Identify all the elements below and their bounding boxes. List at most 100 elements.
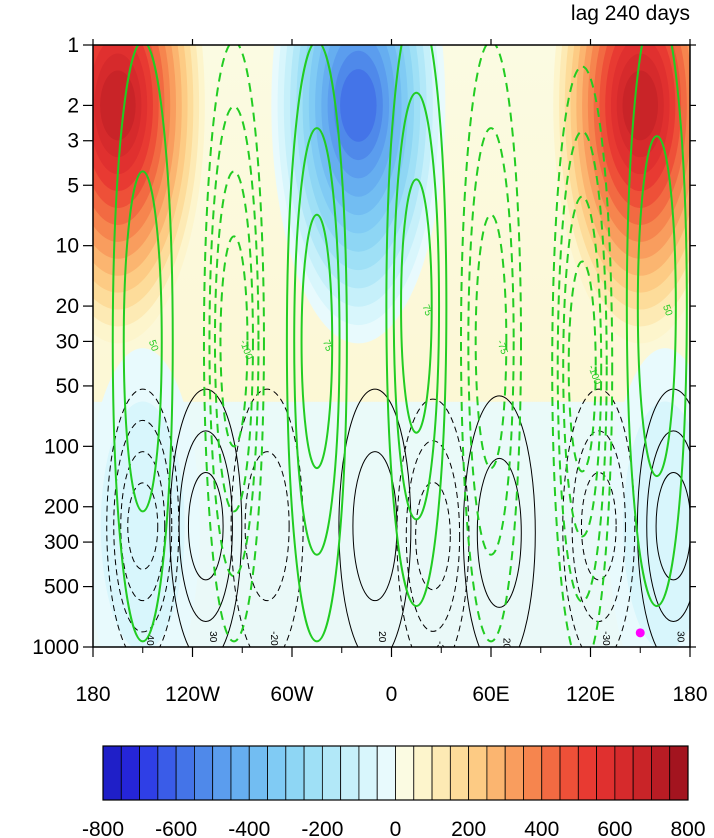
colorbar-box-28	[614, 745, 634, 801]
green-contour-cell-5-ring-2	[562, 195, 603, 538]
colorbar-label-3: -200	[301, 818, 343, 838]
colorbar-box-10	[285, 745, 305, 801]
green-contour-cell-1-ring-2	[213, 170, 254, 513]
colorbar-box-14	[358, 745, 378, 801]
black-contour-cell-1-ring-0	[169, 388, 243, 647]
y-tick-label-11: 500	[44, 576, 79, 599]
colorbar-box-23	[523, 745, 543, 801]
x-tick-label-4: 60E	[472, 683, 509, 706]
colorbar-box-6	[212, 745, 232, 801]
y-tick-label-1: 2	[67, 94, 79, 117]
x-tick-label-0: 180	[75, 683, 110, 706]
shade-feature-3-level-2	[115, 454, 170, 598]
green-contour-cell-6-ring-1	[636, 135, 677, 478]
green-contour-cell-1-ring-1	[208, 105, 260, 578]
green-contour-cell-2-ring-1	[293, 127, 341, 556]
colorbar-label-8: 800	[670, 818, 705, 838]
colorbar-box-7	[230, 745, 250, 801]
colorbar-box-3	[157, 745, 177, 801]
green-contour-cell-3-ring-1	[392, 91, 441, 521]
shade-feature-4-level-2	[638, 454, 690, 598]
colorbar-box-8	[248, 745, 268, 801]
green-contour-cell-5-ring-1	[556, 130, 608, 603]
colorbar-box-12	[321, 745, 342, 801]
shade-feature-0-level-12	[100, 70, 136, 141]
chart-title: lag 240 days	[571, 2, 690, 25]
black-contour-label-3: 20	[376, 631, 387, 643]
colorbar-box-9	[267, 745, 287, 801]
colorbar-box-15	[376, 745, 396, 801]
black-contour-cell-2-ring-0	[230, 388, 304, 647]
black-contour-layer: -40 30 -20 20 -30 20 -30 30	[106, 388, 690, 656]
colorbar-box-29	[632, 745, 652, 801]
black-contour-label-2: -20	[268, 631, 279, 646]
x-tick-label-1: 120W	[165, 683, 220, 706]
green-contour-cell-6-ring-0	[625, 45, 688, 607]
green-contour-cell-1-ring-0	[202, 45, 265, 643]
y-tick-label-3: 5	[67, 174, 79, 197]
location-marker	[635, 628, 645, 638]
green-contour-label-3: 75	[420, 303, 434, 318]
colorbar-box-18	[431, 745, 451, 801]
colorbar-box-30	[651, 745, 671, 801]
black-contour-cell-4-ring-1	[405, 440, 461, 632]
y-tick-label-2: 3	[67, 130, 79, 153]
y-tick-label-6: 30	[56, 330, 79, 353]
colorbar-label-7: 600	[597, 818, 632, 838]
black-contour-label-6: -30	[600, 631, 611, 646]
colorbar-box-11	[303, 745, 323, 801]
y-tick-label-5: 20	[56, 295, 79, 318]
x-tick-label-6: 180	[672, 683, 707, 706]
black-contour-cell-5-ring-0	[462, 395, 536, 647]
black-contour-cell-3-ring-0	[338, 388, 412, 647]
colorbar-box-1	[120, 745, 140, 801]
colorbar-label-6: 400	[524, 818, 559, 838]
green-contour-cell-3-ring-2	[400, 178, 433, 434]
black-contour-cell-1-ring-1	[178, 430, 233, 623]
colorbar-box-13	[340, 745, 360, 801]
y-tick-label-10: 300	[44, 531, 79, 554]
colorbar: -800 -600 -400 -200 0 200 400 600 800	[82, 745, 706, 838]
x-axis: 180 120W 60W 0 60E 120E 180	[75, 39, 708, 706]
colorbar-label-1: -600	[155, 818, 197, 838]
black-contour-label-4: -30	[434, 641, 445, 656]
colorbar-box-4	[175, 745, 195, 801]
colorbar-label-4: 0	[390, 818, 402, 838]
black-contour-cell-0-ring-2	[120, 451, 166, 602]
colorbar-box-5	[194, 745, 214, 801]
colorbar-label-2: -400	[228, 818, 270, 838]
black-contour-cell-6-ring-2	[580, 472, 617, 581]
colorbar-box-24	[541, 745, 561, 801]
green-contour-cell-0-ring-0	[111, 45, 174, 643]
colorbar-label-5: 200	[451, 818, 486, 838]
colorbar-box-27	[596, 745, 616, 801]
green-contour-cell-4-ring-2	[474, 213, 508, 470]
black-contour-cell-2-ring-1	[244, 451, 290, 602]
x-tick-label-2: 60W	[270, 683, 313, 706]
colorbar-box-16	[395, 745, 415, 801]
green-contour-label-0: 50	[146, 339, 160, 354]
colorbar-box-19	[449, 745, 470, 801]
colorbar-box-2	[139, 745, 159, 801]
green-contour-cell-5-ring-0	[551, 65, 614, 647]
y-tick-label-8: 100	[44, 435, 79, 458]
black-contour-label-5: 20	[500, 638, 511, 650]
colorbar-label-0: -800	[82, 818, 124, 838]
y-tick-label-7: 50	[56, 375, 79, 398]
colorbar-box-25	[559, 745, 579, 801]
colorbar-box-17	[413, 745, 433, 801]
y-tick-label-12: 1000	[32, 636, 79, 659]
black-contour-label-7: 30	[674, 631, 685, 643]
y-axis: 1 2 3 5 10 20 30 50 100 200 300 500 1000	[32, 34, 696, 659]
green-contour-cell-3-ring-0	[385, 45, 448, 607]
black-contour-cell-5-ring-1	[476, 457, 522, 608]
colorbar-box-26	[577, 745, 597, 801]
black-contour-cell-0-ring-3	[127, 482, 159, 570]
black-contour-cell-7-ring-2	[655, 472, 690, 581]
green-contour-cell-4-ring-0	[460, 45, 522, 643]
x-tick-label-3: 0	[386, 683, 398, 706]
green-contour-label-6: 50	[660, 303, 674, 318]
